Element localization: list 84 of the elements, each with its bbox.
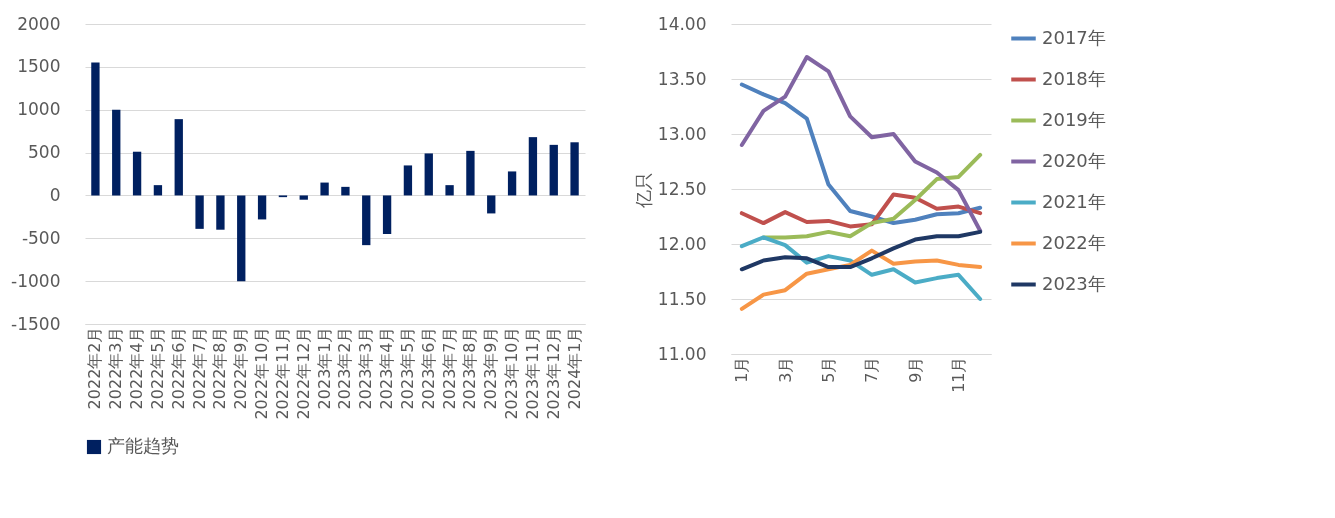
x-tick-label: 2023年10月 bbox=[502, 326, 522, 420]
x-tick-label: 7月 bbox=[862, 356, 882, 383]
x-tick-label: 2022年12月 bbox=[293, 326, 313, 420]
bar bbox=[528, 137, 538, 196]
legend-label: 2023年 bbox=[1042, 272, 1106, 294]
x-tick-label: 2023年9月 bbox=[481, 326, 501, 410]
y-tick-label: 14.00 bbox=[657, 13, 707, 34]
legend-label: 2022年 bbox=[1042, 231, 1106, 253]
legend-label: 2019年 bbox=[1042, 108, 1106, 130]
x-tick-label: 2023年11月 bbox=[522, 326, 542, 420]
bar bbox=[195, 195, 204, 229]
bar bbox=[91, 62, 100, 196]
bar bbox=[132, 151, 142, 196]
bar bbox=[153, 185, 163, 196]
legend-label: 2020年 bbox=[1042, 149, 1106, 171]
bar bbox=[466, 150, 475, 196]
bar bbox=[257, 195, 267, 220]
x-tick-label: 2022年4月 bbox=[127, 326, 147, 410]
x-tick-label: 2022年6月 bbox=[168, 326, 188, 410]
bar bbox=[487, 195, 496, 214]
bar bbox=[549, 144, 558, 196]
x-tick-label: 2023年4月 bbox=[377, 326, 397, 410]
legend-label: 2018年 bbox=[1042, 67, 1106, 89]
x-tick-label: 9月 bbox=[905, 356, 925, 383]
x-tick-label: 2023年12月 bbox=[543, 326, 563, 420]
legend-label: 2017年 bbox=[1042, 26, 1106, 48]
bar bbox=[320, 182, 329, 196]
y-tick-label: 500 bbox=[28, 142, 61, 163]
line-series bbox=[739, 55, 983, 233]
x-tick-label: 2022年8月 bbox=[210, 326, 230, 410]
bar bbox=[382, 195, 392, 234]
line-series bbox=[761, 152, 983, 240]
bar bbox=[174, 119, 183, 196]
bar bbox=[445, 185, 454, 196]
legend-label: 2021年 bbox=[1042, 190, 1106, 212]
y-tick-label: 13.50 bbox=[657, 68, 707, 89]
x-tick-label: 2022年2月 bbox=[85, 326, 105, 410]
line-series bbox=[739, 82, 983, 226]
bar bbox=[570, 142, 579, 196]
x-tick-label: 3月 bbox=[775, 356, 795, 383]
bar bbox=[299, 195, 308, 200]
y-tick-label: 1500 bbox=[17, 56, 61, 77]
x-tick-label: 2022年10月 bbox=[252, 326, 272, 420]
bar bbox=[341, 186, 350, 196]
y-tick-label: 11.50 bbox=[657, 288, 707, 309]
bar bbox=[112, 109, 121, 196]
x-tick-label: 2023年6月 bbox=[418, 326, 438, 410]
bar bbox=[507, 171, 517, 196]
x-tick-label: 2022年3月 bbox=[106, 326, 126, 410]
line-series bbox=[739, 248, 983, 311]
x-tick-label: 2023年8月 bbox=[460, 326, 480, 410]
x-tick-label: 2022年9月 bbox=[231, 326, 251, 410]
y-tick-label: -1000 bbox=[11, 270, 61, 291]
x-tick-label: 2023年5月 bbox=[397, 326, 417, 410]
x-tick-label: 2022年11月 bbox=[272, 326, 292, 420]
y-tick-label: 12.00 bbox=[657, 233, 707, 254]
bar bbox=[216, 195, 225, 230]
x-tick-label: 5月 bbox=[819, 356, 838, 383]
x-tick-label: 2023年7月 bbox=[439, 326, 459, 410]
y-tick-label: -500 bbox=[21, 227, 61, 248]
bar bbox=[362, 195, 371, 246]
x-tick-label: 2024年1月 bbox=[564, 326, 584, 410]
y-tick-label: -1500 bbox=[11, 313, 61, 334]
line-series bbox=[739, 235, 983, 301]
y-tick-label: 13.00 bbox=[657, 123, 707, 144]
bar bbox=[424, 153, 433, 196]
y-tick-label: 0 bbox=[49, 184, 61, 205]
bar bbox=[237, 195, 246, 282]
x-tick-label: 11月 bbox=[949, 356, 968, 393]
line-series bbox=[739, 229, 983, 272]
y-tick-label: 2000 bbox=[17, 13, 61, 34]
y-tick-label: 1000 bbox=[17, 99, 61, 120]
y-axis-title: 亿只 bbox=[632, 171, 654, 209]
x-tick-label: 2022年5月 bbox=[147, 326, 167, 410]
y-tick-label: 12.50 bbox=[657, 178, 707, 199]
x-tick-label: 2023年3月 bbox=[356, 326, 376, 410]
x-tick-label: 2023年2月 bbox=[335, 326, 355, 410]
x-tick-label: 2023年1月 bbox=[314, 326, 334, 410]
line-series bbox=[739, 192, 983, 229]
bar bbox=[403, 165, 413, 196]
x-tick-label: 1月 bbox=[732, 356, 752, 383]
x-tick-label: 2022年7月 bbox=[189, 326, 209, 410]
legend-label: 产能趋势 bbox=[107, 435, 179, 456]
y-tick-label: 11.00 bbox=[657, 343, 707, 364]
